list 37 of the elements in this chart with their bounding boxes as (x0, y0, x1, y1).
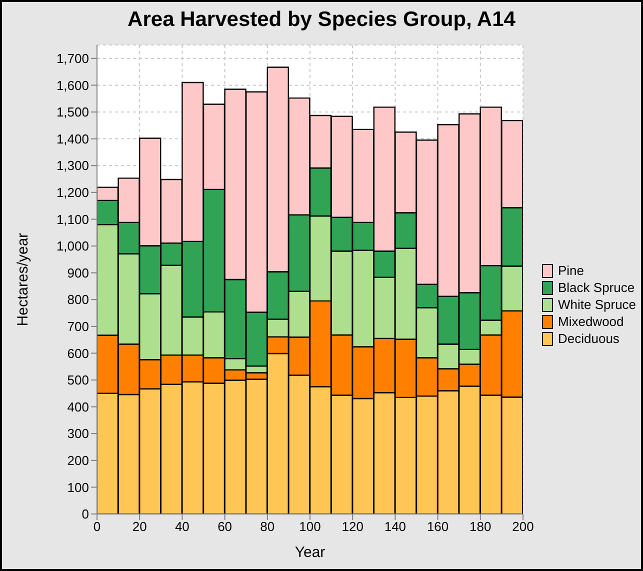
y-tick-label: 1,500 (56, 104, 89, 120)
y-tick-label: 900 (67, 265, 89, 280)
x-tick-label: 0 (93, 519, 101, 534)
legend-label: Deciduous (558, 331, 620, 346)
legend-label: Black Spruce (558, 280, 635, 295)
y-tick-label: 600 (67, 346, 89, 361)
y-tick-label: 0 (82, 506, 89, 522)
legend-label: Mixedwood (558, 314, 624, 329)
chart-title: Area Harvested by Species Group, A14 (126, 8, 516, 32)
x-tick-label: 200 (512, 519, 534, 534)
y-tick-label: 800 (67, 292, 89, 308)
y-tick-label: 1,400 (56, 131, 89, 146)
x-tick-label: 40 (174, 519, 190, 534)
x-axis-title: Year (294, 544, 326, 561)
y-tick-label: 1,200 (56, 185, 89, 200)
y-tick-label: 500 (67, 372, 89, 388)
y-tick-label: 200 (67, 453, 89, 468)
x-tick-label: 180 (470, 519, 492, 534)
y-tick-label: 1,600 (56, 78, 89, 93)
x-tick-label: 60 (218, 519, 232, 534)
x-tick-label: 20 (132, 519, 147, 534)
x-tick-label: 80 (260, 519, 275, 534)
legend-label: Pine (558, 263, 584, 278)
x-tick-label: 160 (426, 519, 449, 534)
y-tick-label: 700 (67, 319, 89, 334)
y-tick-label: 1,100 (56, 212, 89, 227)
y-tick-label: 400 (67, 399, 89, 414)
y-tick-label: 300 (67, 426, 89, 442)
y-tick-label: 100 (67, 480, 89, 495)
x-tick-label: 120 (342, 519, 364, 534)
x-tick-label: 140 (384, 519, 406, 534)
y-tick-label: 1,700 (56, 51, 89, 66)
y-axis-title: Hectares/year (14, 232, 32, 326)
x-tick-label: 100 (299, 519, 321, 534)
legend-label: White Spruce (558, 297, 636, 312)
y-tick-label: 1,000 (56, 238, 89, 254)
y-tick-label: 1,300 (56, 158, 89, 174)
